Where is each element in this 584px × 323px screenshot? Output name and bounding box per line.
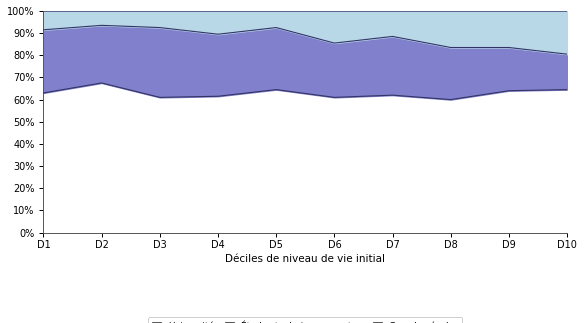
Legend: Université, Études techniques courtes, Grandes écoles: Université, Études techniques courtes, G… bbox=[148, 317, 463, 323]
X-axis label: Déciles de niveau de vie initial: Déciles de niveau de vie initial bbox=[225, 254, 385, 264]
